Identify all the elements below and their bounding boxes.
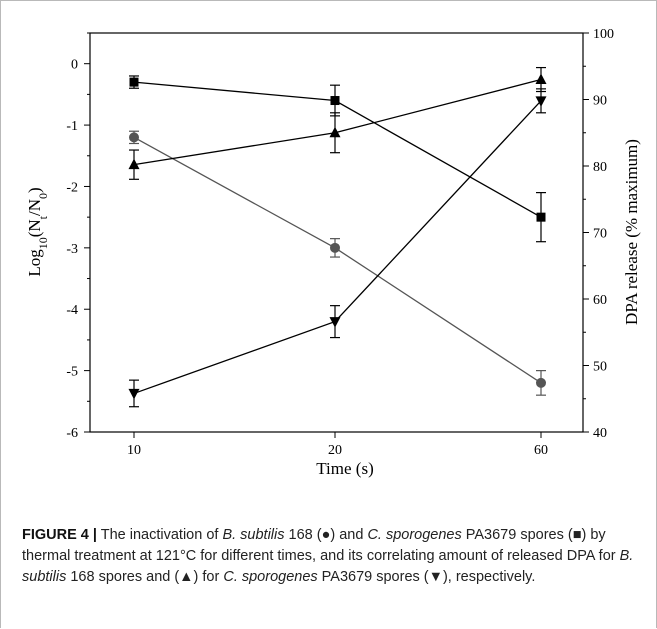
y-left-tick-label: -4: [66, 303, 78, 318]
figure-label: FIGURE 4 |: [22, 527, 97, 543]
data-point-circle: [330, 242, 340, 253]
chart: 10 20 60 0 -1 -2 -3 -4 -5 -6 40 50 60 70 80 90 100 Time …: [25, 27, 641, 478]
species-name: C. sporogenes: [223, 569, 318, 585]
plot-frame: [89, 32, 584, 433]
data-point-triangle-up: [329, 126, 341, 138]
x-tick-label: 60: [534, 443, 548, 458]
y-right-tick-label: 60: [593, 293, 607, 308]
species-name: B. subtilis: [22, 548, 634, 585]
y-right-tick-label: 90: [593, 94, 607, 109]
y-right-tick-label: 70: [593, 227, 607, 242]
y-right-tick-label: 50: [593, 360, 607, 375]
caption-segment: 168 spores and (▲) for: [66, 569, 224, 585]
data-point-square: [129, 77, 139, 87]
x-tick-label: 20: [328, 443, 342, 458]
x-axis-label: Time (s): [316, 459, 373, 478]
series-line-triangle-up: [133, 78, 542, 166]
y-axis-right-label: DPA release (% maximum): [622, 139, 641, 325]
y-left-tick-label: -1: [66, 119, 78, 134]
data-point-triangle-up: [535, 73, 547, 85]
series-group: [128, 66, 547, 408]
data-point-triangle-down: [329, 317, 341, 328]
y-left-tick-label: -3: [66, 242, 78, 257]
x-tick-label: 10: [127, 443, 141, 458]
caption-segment: PA3679 spores (■) by thermal treatment a…: [22, 527, 620, 564]
y-right-tick-label: 80: [593, 160, 607, 175]
data-point-square: [536, 212, 546, 222]
y-left-tick-label: -5: [66, 365, 78, 380]
data-point-triangle-down: [535, 96, 547, 107]
axes: 10 20 60 0 -1 -2 -3 -4 -5 -6 40 50 60 70 80 90 100: [66, 27, 614, 458]
figure-caption: FIGURE 4 | The inactivation of B. subtil…: [22, 525, 637, 588]
y-right-tick-label: 100: [593, 27, 614, 42]
data-point-triangle-down: [128, 388, 140, 400]
series-line-circle: [133, 136, 542, 384]
caption-segment: 168 (●) and: [284, 527, 368, 543]
caption-text: The inactivation of B. subtilis 168 (●) …: [22, 527, 633, 585]
y-axis-left-label: Log10(Nt/N0): [25, 187, 50, 276]
species-name: B. subtilis: [222, 527, 285, 543]
data-point-square: [330, 96, 340, 106]
data-point-circle: [536, 377, 546, 388]
y-left-tick-label: -2: [66, 180, 78, 195]
species-name: C. sporogenes: [367, 527, 462, 543]
data-point-triangle-up: [128, 158, 140, 170]
caption-segment: The inactivation of: [96, 527, 223, 543]
data-point-circle: [129, 132, 139, 143]
y-left-tick-label: -6: [66, 426, 78, 441]
y-left-tick-label: 0: [71, 58, 78, 73]
y-right-tick-label: 40: [593, 426, 607, 441]
caption-segment: PA3679 spores (▼), respectively.: [317, 569, 536, 585]
